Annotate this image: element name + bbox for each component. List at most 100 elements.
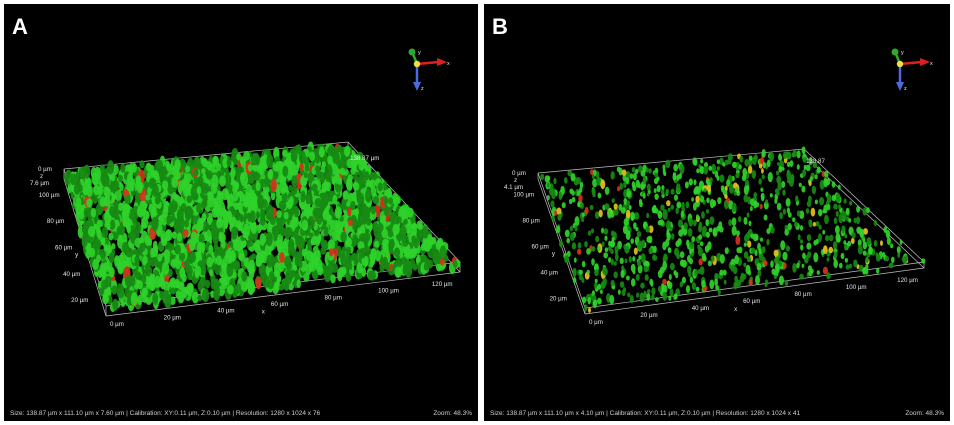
cell-cluster bbox=[828, 234, 834, 242]
cell-cluster bbox=[364, 246, 372, 256]
cell-cluster bbox=[748, 155, 753, 161]
cell-cluster bbox=[816, 166, 821, 174]
cell-cluster bbox=[746, 231, 751, 240]
cell-cluster bbox=[617, 186, 620, 192]
cell-cluster bbox=[786, 207, 790, 214]
cell-cluster bbox=[801, 185, 806, 193]
cell-cluster bbox=[216, 218, 223, 229]
cell-cluster bbox=[728, 219, 732, 227]
cell-cluster bbox=[241, 271, 248, 282]
cell-cluster bbox=[592, 192, 596, 198]
cell-cluster bbox=[696, 168, 700, 174]
cell-cluster bbox=[406, 207, 414, 218]
cell-cluster bbox=[840, 252, 845, 260]
cell-cluster bbox=[698, 221, 703, 229]
cell-cluster bbox=[709, 216, 715, 225]
cell-cluster bbox=[630, 238, 634, 244]
cell-cluster bbox=[339, 249, 346, 260]
cell-cluster bbox=[731, 202, 737, 213]
status-bar-a: Size: 138.87 µm x 111.10 µm x 7.60 µm | … bbox=[10, 410, 321, 417]
cell-cluster bbox=[98, 287, 105, 296]
cell-cluster bbox=[101, 226, 109, 239]
cell-cluster bbox=[315, 165, 320, 173]
cell-cluster bbox=[782, 251, 788, 261]
cell-cluster bbox=[695, 286, 700, 292]
cell-cluster bbox=[387, 187, 392, 196]
cell-cluster bbox=[695, 195, 700, 203]
cell-cluster bbox=[763, 260, 768, 267]
cell-cluster bbox=[292, 264, 298, 272]
cell-cluster bbox=[675, 183, 681, 194]
cell-cluster bbox=[761, 174, 765, 180]
x-tick-label: 80 µm bbox=[325, 294, 342, 301]
cell-cluster bbox=[340, 266, 347, 276]
cell-cluster bbox=[135, 175, 142, 185]
x-tick-label: 40 µm bbox=[217, 308, 234, 315]
cell-cluster bbox=[135, 271, 141, 280]
cell-cluster bbox=[350, 200, 356, 211]
cell-cluster bbox=[119, 183, 124, 192]
cell-cluster bbox=[628, 205, 632, 210]
cell-cluster bbox=[579, 269, 583, 275]
cell-cluster bbox=[365, 188, 372, 203]
cell-cluster bbox=[118, 174, 123, 183]
y-tick-label: 60 µm bbox=[55, 245, 72, 252]
cell-cluster bbox=[567, 170, 573, 177]
cell-cluster bbox=[422, 235, 430, 252]
cell-cluster bbox=[239, 252, 245, 262]
cell-cluster bbox=[833, 259, 838, 269]
cell-cluster bbox=[667, 207, 671, 212]
cell-cluster bbox=[159, 290, 164, 299]
cell-cluster bbox=[902, 257, 907, 265]
cell-cluster bbox=[308, 151, 316, 162]
cell-cluster bbox=[743, 262, 747, 268]
z-top-label: 0 µm bbox=[38, 166, 52, 173]
cell-cluster bbox=[863, 228, 868, 235]
cell-cluster bbox=[812, 161, 818, 169]
cell-cluster bbox=[833, 203, 838, 210]
cell-cluster bbox=[865, 264, 869, 270]
cell-cluster bbox=[296, 182, 302, 190]
cell-cluster bbox=[367, 270, 374, 281]
cell-cluster bbox=[408, 248, 415, 259]
cell-cluster bbox=[184, 219, 189, 228]
cell-cluster bbox=[688, 217, 694, 227]
cell-cluster bbox=[760, 187, 764, 192]
cell-cluster bbox=[588, 307, 591, 313]
cell-cluster bbox=[705, 209, 710, 214]
cell-cluster bbox=[833, 251, 838, 259]
cell-cluster bbox=[597, 297, 602, 305]
cell-cluster bbox=[785, 245, 790, 252]
cell-cluster bbox=[719, 174, 725, 183]
cell-cluster bbox=[773, 274, 777, 280]
cell-cluster bbox=[714, 278, 718, 287]
cell-cluster bbox=[86, 198, 93, 208]
cell-cluster bbox=[839, 262, 843, 269]
cell-cluster bbox=[381, 228, 389, 239]
cell-cluster bbox=[174, 244, 181, 255]
cell-cluster bbox=[778, 165, 783, 173]
cell-cluster bbox=[729, 183, 734, 194]
cell-cluster bbox=[643, 290, 647, 299]
cell-cluster bbox=[796, 150, 801, 159]
gizmo-x-axis bbox=[899, 60, 923, 66]
cell-cluster bbox=[826, 193, 832, 204]
cell-cluster bbox=[248, 239, 254, 247]
cell-cluster bbox=[596, 176, 601, 186]
cell-cluster bbox=[610, 258, 614, 266]
cell-cluster bbox=[377, 182, 384, 192]
cell-cluster bbox=[121, 241, 129, 253]
cell-cluster bbox=[346, 237, 352, 247]
cell-cluster bbox=[800, 244, 804, 251]
cell-cluster bbox=[233, 159, 239, 166]
cell-cluster bbox=[610, 171, 615, 180]
cell-cluster bbox=[590, 169, 594, 175]
cell-cluster bbox=[662, 209, 668, 220]
gizmo-z-arrow bbox=[896, 82, 904, 91]
cell-cluster bbox=[301, 219, 309, 231]
cell-cluster bbox=[127, 172, 133, 185]
cell-cluster-layer bbox=[64, 141, 461, 313]
cell-cluster bbox=[759, 203, 763, 210]
cell-cluster bbox=[669, 288, 674, 297]
cell-cluster bbox=[815, 238, 819, 245]
